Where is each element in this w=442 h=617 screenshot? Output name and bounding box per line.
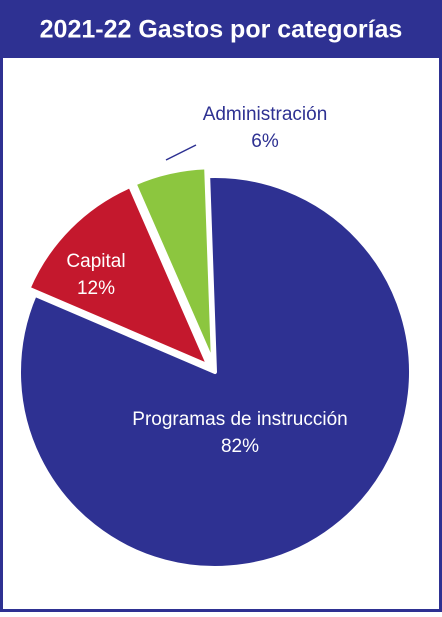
pie-slice: [26, 184, 211, 368]
pie-slice: [132, 165, 216, 366]
chart-title: 2021-22 Gastos por categorías: [40, 16, 403, 44]
slice-value-label: 6%: [251, 131, 279, 152]
slice-label: Administración: [203, 104, 328, 125]
slice-value-label: 12%: [77, 278, 115, 299]
title-bar: [0, 0, 442, 58]
leader-line: [165, 144, 197, 161]
pie-slice: [17, 174, 413, 570]
slice-label: Programas de instrucción: [132, 409, 347, 430]
slice-label: Capital: [66, 251, 125, 272]
slice-value-label: 82%: [221, 436, 259, 457]
